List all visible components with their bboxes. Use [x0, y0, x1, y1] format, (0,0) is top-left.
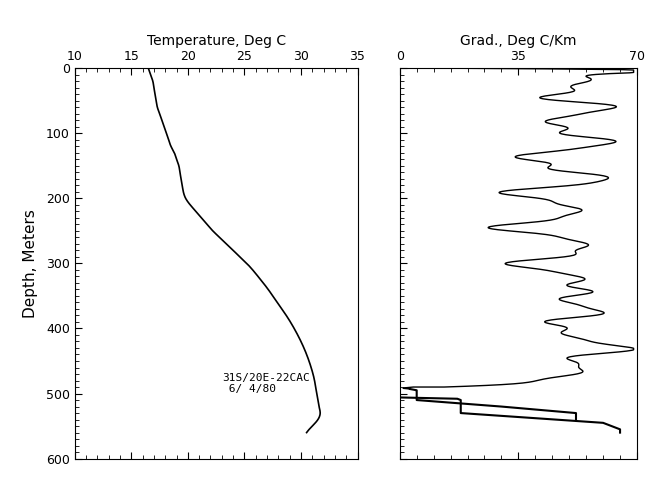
X-axis label: Temperature, Deg C: Temperature, Deg C: [146, 34, 286, 47]
Y-axis label: Depth, Meters: Depth, Meters: [23, 209, 38, 318]
Text: 31S/20E-22CAC
 6/ 4/80: 31S/20E-22CAC 6/ 4/80: [222, 373, 309, 394]
X-axis label: Grad., Deg C/Km: Grad., Deg C/Km: [460, 34, 577, 47]
